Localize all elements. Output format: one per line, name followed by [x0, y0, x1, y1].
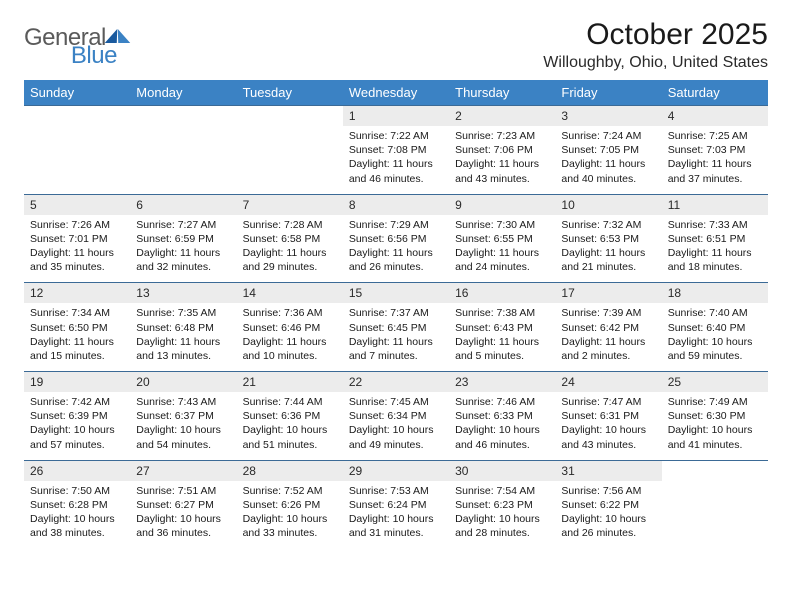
- day-detail-cell: Sunrise: 7:28 AMSunset: 6:58 PMDaylight:…: [237, 215, 343, 283]
- day-number-cell: 8: [343, 194, 449, 215]
- logo: General Blue: [24, 24, 117, 52]
- dow-header: Thursday: [449, 80, 555, 106]
- detail-row: Sunrise: 7:42 AMSunset: 6:39 PMDaylight:…: [24, 392, 768, 460]
- calendar-table: SundayMondayTuesdayWednesdayThursdayFrid…: [24, 80, 768, 548]
- day-detail-cell: Sunrise: 7:52 AMSunset: 6:26 PMDaylight:…: [237, 481, 343, 549]
- daynum-row: 19202122232425: [24, 372, 768, 393]
- day-detail-cell: [130, 126, 236, 194]
- day-detail-cell: Sunrise: 7:36 AMSunset: 6:46 PMDaylight:…: [237, 303, 343, 371]
- day-detail-cell: [24, 126, 130, 194]
- day-number-cell: 27: [130, 460, 236, 481]
- day-number-cell: 20: [130, 372, 236, 393]
- day-detail-cell: Sunrise: 7:50 AMSunset: 6:28 PMDaylight:…: [24, 481, 130, 549]
- dow-header: Saturday: [662, 80, 768, 106]
- day-number-cell: 16: [449, 283, 555, 304]
- day-detail-cell: Sunrise: 7:32 AMSunset: 6:53 PMDaylight:…: [555, 215, 661, 283]
- dow-header: Friday: [555, 80, 661, 106]
- day-detail-cell: Sunrise: 7:46 AMSunset: 6:33 PMDaylight:…: [449, 392, 555, 460]
- day-detail-cell: Sunrise: 7:37 AMSunset: 6:45 PMDaylight:…: [343, 303, 449, 371]
- day-number-cell: 18: [662, 283, 768, 304]
- day-number-cell: [237, 106, 343, 127]
- day-number-cell: 14: [237, 283, 343, 304]
- day-detail-cell: Sunrise: 7:54 AMSunset: 6:23 PMDaylight:…: [449, 481, 555, 549]
- location-subtitle: Willoughby, Ohio, United States: [543, 54, 768, 72]
- logo-word-2: Blue: [71, 42, 117, 70]
- day-detail-cell: Sunrise: 7:43 AMSunset: 6:37 PMDaylight:…: [130, 392, 236, 460]
- day-number-cell: 19: [24, 372, 130, 393]
- day-number-cell: 25: [662, 372, 768, 393]
- dow-header: Tuesday: [237, 80, 343, 106]
- day-number-cell: 10: [555, 194, 661, 215]
- day-number-cell: 6: [130, 194, 236, 215]
- day-number-cell: 7: [237, 194, 343, 215]
- daynum-row: 1234: [24, 106, 768, 127]
- day-number-cell: 13: [130, 283, 236, 304]
- day-number-cell: [662, 460, 768, 481]
- day-detail-cell: Sunrise: 7:42 AMSunset: 6:39 PMDaylight:…: [24, 392, 130, 460]
- day-detail-cell: Sunrise: 7:26 AMSunset: 7:01 PMDaylight:…: [24, 215, 130, 283]
- daynum-row: 567891011: [24, 194, 768, 215]
- detail-row: Sunrise: 7:22 AMSunset: 7:08 PMDaylight:…: [24, 126, 768, 194]
- calendar-body: 1234Sunrise: 7:22 AMSunset: 7:08 PMDayli…: [24, 106, 768, 549]
- detail-row: Sunrise: 7:26 AMSunset: 7:01 PMDaylight:…: [24, 215, 768, 283]
- detail-row: Sunrise: 7:50 AMSunset: 6:28 PMDaylight:…: [24, 481, 768, 549]
- day-detail-cell: Sunrise: 7:44 AMSunset: 6:36 PMDaylight:…: [237, 392, 343, 460]
- day-detail-cell: [237, 126, 343, 194]
- day-detail-cell: Sunrise: 7:47 AMSunset: 6:31 PMDaylight:…: [555, 392, 661, 460]
- day-detail-cell: Sunrise: 7:51 AMSunset: 6:27 PMDaylight:…: [130, 481, 236, 549]
- day-detail-cell: Sunrise: 7:25 AMSunset: 7:03 PMDaylight:…: [662, 126, 768, 194]
- day-detail-cell: Sunrise: 7:23 AMSunset: 7:06 PMDaylight:…: [449, 126, 555, 194]
- day-number-cell: 31: [555, 460, 661, 481]
- page-header: General Blue October 2025 Willoughby, Oh…: [24, 18, 768, 72]
- day-number-cell: 2: [449, 106, 555, 127]
- detail-row: Sunrise: 7:34 AMSunset: 6:50 PMDaylight:…: [24, 303, 768, 371]
- day-number-cell: 4: [662, 106, 768, 127]
- day-detail-cell: Sunrise: 7:30 AMSunset: 6:55 PMDaylight:…: [449, 215, 555, 283]
- logo-sail-icon-2: [116, 29, 130, 43]
- title-block: October 2025 Willoughby, Ohio, United St…: [543, 18, 768, 72]
- day-number-cell: [24, 106, 130, 127]
- day-number-cell: 21: [237, 372, 343, 393]
- day-number-cell: 1: [343, 106, 449, 127]
- day-number-cell: 24: [555, 372, 661, 393]
- day-detail-cell: Sunrise: 7:34 AMSunset: 6:50 PMDaylight:…: [24, 303, 130, 371]
- day-number-cell: 3: [555, 106, 661, 127]
- day-detail-cell: Sunrise: 7:29 AMSunset: 6:56 PMDaylight:…: [343, 215, 449, 283]
- day-detail-cell: Sunrise: 7:53 AMSunset: 6:24 PMDaylight:…: [343, 481, 449, 549]
- day-number-cell: 29: [343, 460, 449, 481]
- day-of-week-row: SundayMondayTuesdayWednesdayThursdayFrid…: [24, 80, 768, 106]
- day-number-cell: 11: [662, 194, 768, 215]
- daynum-row: 262728293031: [24, 460, 768, 481]
- day-number-cell: 23: [449, 372, 555, 393]
- day-detail-cell: Sunrise: 7:45 AMSunset: 6:34 PMDaylight:…: [343, 392, 449, 460]
- day-detail-cell: Sunrise: 7:22 AMSunset: 7:08 PMDaylight:…: [343, 126, 449, 194]
- day-detail-cell: Sunrise: 7:24 AMSunset: 7:05 PMDaylight:…: [555, 126, 661, 194]
- day-number-cell: 9: [449, 194, 555, 215]
- day-detail-cell: Sunrise: 7:38 AMSunset: 6:43 PMDaylight:…: [449, 303, 555, 371]
- day-number-cell: [130, 106, 236, 127]
- day-number-cell: 5: [24, 194, 130, 215]
- dow-header: Monday: [130, 80, 236, 106]
- day-number-cell: 15: [343, 283, 449, 304]
- day-detail-cell: Sunrise: 7:56 AMSunset: 6:22 PMDaylight:…: [555, 481, 661, 549]
- day-detail-cell: [662, 481, 768, 549]
- day-detail-cell: Sunrise: 7:27 AMSunset: 6:59 PMDaylight:…: [130, 215, 236, 283]
- day-number-cell: 30: [449, 460, 555, 481]
- day-detail-cell: Sunrise: 7:39 AMSunset: 6:42 PMDaylight:…: [555, 303, 661, 371]
- dow-header: Sunday: [24, 80, 130, 106]
- day-detail-cell: Sunrise: 7:33 AMSunset: 6:51 PMDaylight:…: [662, 215, 768, 283]
- day-number-cell: 26: [24, 460, 130, 481]
- day-number-cell: 28: [237, 460, 343, 481]
- daynum-row: 12131415161718: [24, 283, 768, 304]
- dow-header: Wednesday: [343, 80, 449, 106]
- day-number-cell: 22: [343, 372, 449, 393]
- day-detail-cell: Sunrise: 7:40 AMSunset: 6:40 PMDaylight:…: [662, 303, 768, 371]
- day-number-cell: 17: [555, 283, 661, 304]
- month-title: October 2025: [543, 18, 768, 52]
- day-detail-cell: Sunrise: 7:35 AMSunset: 6:48 PMDaylight:…: [130, 303, 236, 371]
- day-detail-cell: Sunrise: 7:49 AMSunset: 6:30 PMDaylight:…: [662, 392, 768, 460]
- day-number-cell: 12: [24, 283, 130, 304]
